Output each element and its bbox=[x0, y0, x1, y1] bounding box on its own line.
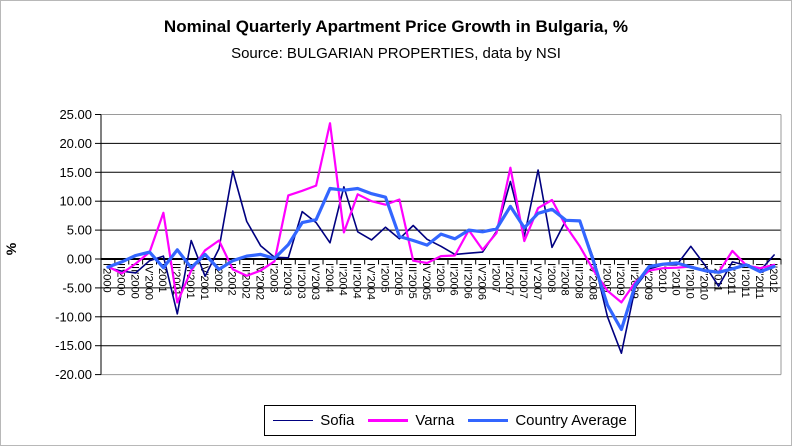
y-tick-label: 15.00 bbox=[59, 165, 92, 180]
x-tick-label: III'2003 bbox=[295, 263, 307, 299]
x-tick-label: III'2004 bbox=[351, 263, 363, 299]
x-tick-label: II'2003 bbox=[281, 263, 293, 296]
y-tick-label: -5.00 bbox=[62, 280, 92, 295]
x-tick-label: IV'2005 bbox=[420, 263, 432, 300]
x-tick-label: I'2000 bbox=[101, 263, 113, 293]
series-line-varna bbox=[106, 122, 776, 304]
x-tick-label: II'2008 bbox=[559, 263, 571, 296]
x-tick-label: II'2004 bbox=[337, 263, 349, 296]
y-tick-label: -10.00 bbox=[55, 309, 92, 324]
legend-label-varna: Varna bbox=[415, 412, 455, 429]
x-tick-label: III'2010 bbox=[684, 263, 696, 299]
x-tick-label: IV'2007 bbox=[531, 263, 543, 300]
x-tick-label: III'2007 bbox=[517, 263, 529, 299]
y-tick-label: 20.00 bbox=[59, 136, 92, 151]
x-tick-label: II'2009 bbox=[614, 263, 626, 296]
legend-item-varna: Varna bbox=[368, 412, 454, 429]
x-tick-label: II'2005 bbox=[392, 263, 404, 296]
x-tick-label: IV'2006 bbox=[475, 263, 487, 300]
y-tick-label: 25.00 bbox=[59, 107, 92, 122]
x-tick-label: III'2005 bbox=[406, 263, 418, 299]
x-tick-label: I'2006 bbox=[434, 263, 446, 293]
x-tick-label: II'2010 bbox=[670, 263, 682, 296]
x-tick-label: III'2006 bbox=[462, 263, 474, 299]
x-tick-label: I'2003 bbox=[267, 263, 279, 293]
y-tick-label: 0.00 bbox=[67, 252, 92, 267]
legend-label-country-average: Country Average bbox=[515, 412, 627, 429]
series-line-country-average bbox=[106, 186, 776, 332]
y-tick-label: 5.00 bbox=[67, 223, 92, 238]
x-tick-label: I'2012 bbox=[767, 263, 779, 293]
legend-label-sofia: Sofia bbox=[320, 412, 355, 429]
legend-box: Sofia Varna Country Average bbox=[264, 405, 636, 436]
x-tick-label: III'2008 bbox=[573, 263, 585, 299]
x-tick-label: II'2006 bbox=[448, 263, 460, 296]
x-tick-label: IV'2001 bbox=[198, 263, 210, 300]
x-tick-label: III'2002 bbox=[240, 263, 252, 299]
y-tick-label: 10.00 bbox=[59, 194, 92, 209]
chart-subtitle: Source: BULGARIAN PROPERTIES, data by NS… bbox=[231, 45, 561, 62]
x-tick-label: III'2001 bbox=[184, 263, 196, 299]
legend-item-country-average: Country Average bbox=[468, 412, 627, 429]
varna-line-sample bbox=[368, 419, 409, 422]
y-tick-label: -20.00 bbox=[55, 367, 92, 382]
sofia-line-sample bbox=[273, 419, 314, 422]
country-average-line-sample bbox=[468, 418, 509, 423]
x-tick-label: II'2007 bbox=[503, 263, 515, 296]
series-line-sofia bbox=[107, 169, 775, 355]
x-tick-label: I'2001 bbox=[156, 263, 168, 293]
x-tick-label: II'2000 bbox=[115, 263, 127, 296]
x-tick-label: I'2002 bbox=[212, 263, 224, 293]
x-tick-label: I'2010 bbox=[656, 263, 668, 293]
y-tick-label: -15.00 bbox=[55, 338, 92, 353]
legend-item-sofia: Sofia bbox=[273, 412, 354, 429]
x-tick-label: I'2007 bbox=[489, 263, 501, 293]
x-tick-label: IV'2003 bbox=[309, 263, 321, 300]
chart-title: Nominal Quarterly Apartment Price Growth… bbox=[163, 17, 629, 36]
x-tick-label: I'2005 bbox=[378, 263, 390, 293]
x-tick-label: I'2004 bbox=[323, 263, 335, 293]
x-tick-label: IV'2004 bbox=[364, 263, 376, 300]
x-tick-label: III'2011 bbox=[739, 263, 751, 298]
x-tick-label: I'2008 bbox=[545, 263, 557, 293]
x-tick-label: IV'2000 bbox=[142, 263, 154, 300]
